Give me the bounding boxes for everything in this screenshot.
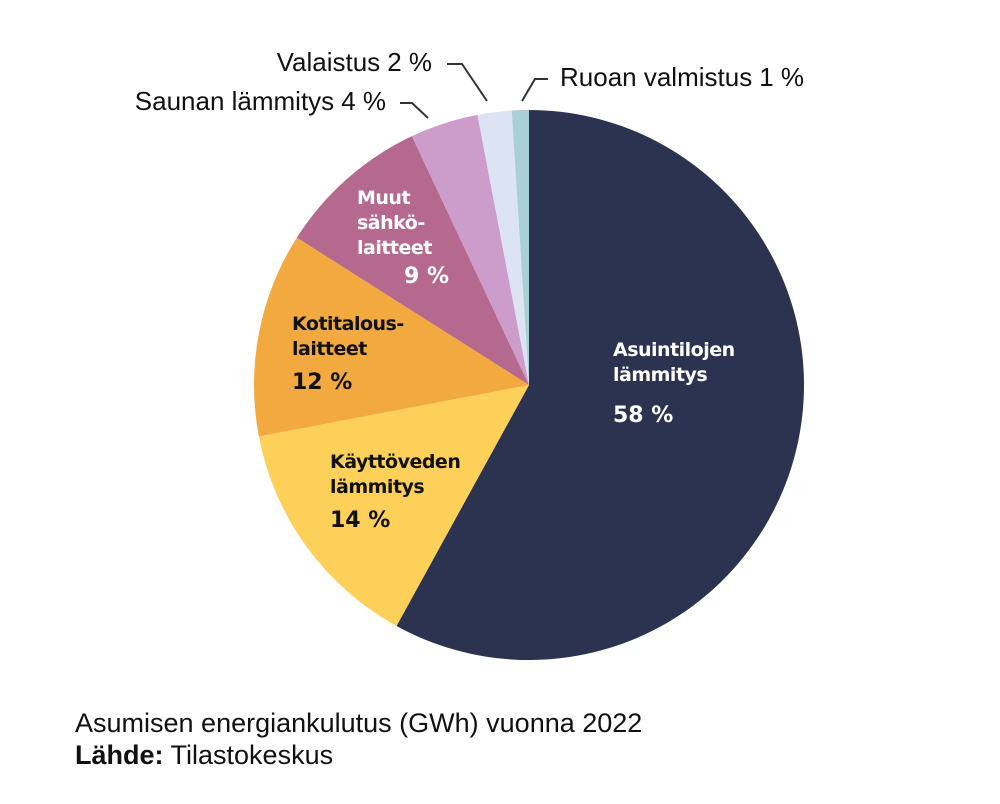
value-label: 12 % xyxy=(292,370,353,395)
source-label: Lähde: xyxy=(75,740,164,770)
value-label: 1 % xyxy=(759,62,805,92)
pie-slice xyxy=(396,110,804,660)
slice-label: Kotitalous-laitteet xyxy=(292,313,404,360)
value-label: 58 % xyxy=(613,403,674,428)
leader-line xyxy=(447,63,488,102)
pie-slice xyxy=(258,385,529,626)
chart-title: Asumisen energiankulutus (GWh) vuonna 20… xyxy=(75,708,643,738)
pie-slice xyxy=(411,114,529,386)
leader-line xyxy=(521,78,548,102)
pie-slice xyxy=(511,110,529,385)
value-label: 4 % xyxy=(341,86,386,116)
value-label: 14 % xyxy=(330,508,391,533)
outside-label: Ruoan valmistus 1 % xyxy=(560,62,804,93)
slice-label: Ruoan valmistus xyxy=(560,62,753,92)
value-label: 2 % xyxy=(387,47,432,77)
pie-slice xyxy=(296,136,529,385)
slice-label: Valaistus xyxy=(276,47,381,77)
slice-label: Asuintilojen lämmitys xyxy=(613,339,735,386)
outside-label: Valaistus 2 % xyxy=(277,47,432,78)
source-text: Tilastokeskus xyxy=(170,740,334,770)
slice-label: Saunan lämmitys xyxy=(134,86,335,116)
source: Lähde: Tilastokeskus xyxy=(75,740,333,771)
pie-slice xyxy=(253,237,529,437)
leader-line xyxy=(400,102,429,119)
slice-label: Käyttöveden lämmitys xyxy=(330,451,461,498)
value-label: 9 % xyxy=(404,264,450,289)
slice-label: Muut sähkö-laitteet xyxy=(357,187,432,259)
outside-label: Saunan lämmitys 4 % xyxy=(135,86,386,117)
pie-slice xyxy=(477,110,529,385)
